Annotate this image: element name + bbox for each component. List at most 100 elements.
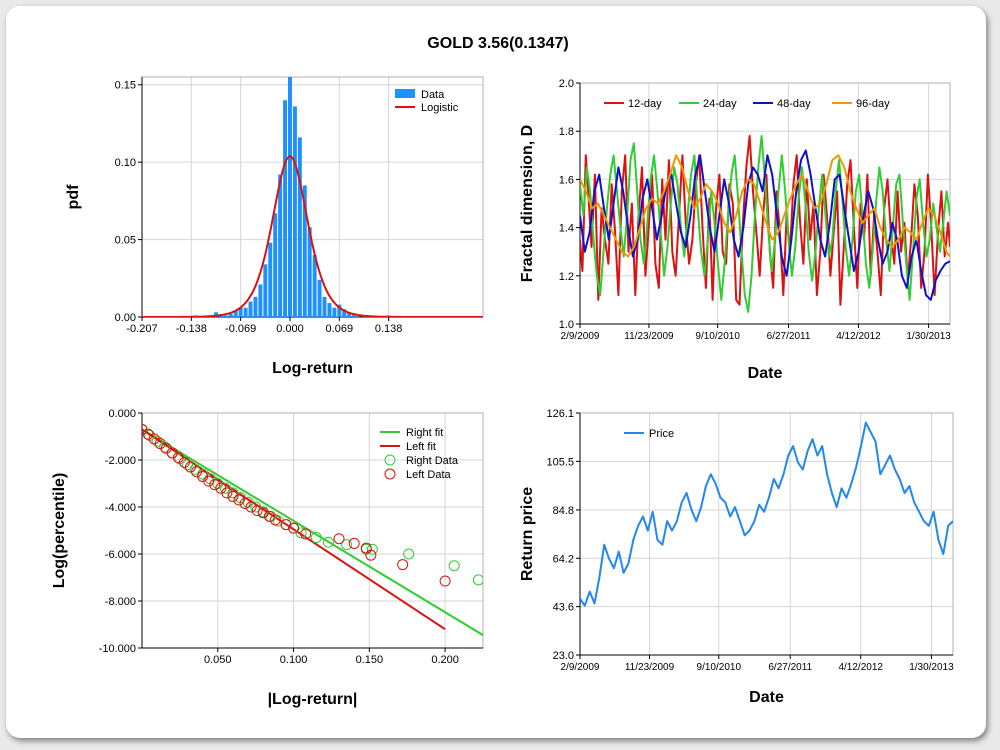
histogram-bar — [322, 296, 327, 317]
legend-label-left-data: Left Data — [406, 469, 452, 481]
x-axis-label: Log-return — [272, 360, 353, 377]
x-tick-label: 0.100 — [280, 654, 308, 666]
left-data-point — [288, 522, 300, 534]
x-tick-label: 11/23/2009 — [625, 662, 675, 673]
histogram-bar — [214, 312, 218, 317]
left-data-point — [439, 575, 451, 587]
y-tick-label: 2.0 — [559, 78, 574, 90]
right-data-point — [448, 560, 460, 572]
histogram-bar — [327, 303, 332, 317]
left-data-point — [280, 519, 292, 531]
histogram-bar — [233, 310, 238, 317]
right-data-point — [366, 543, 378, 555]
x-tick-label: 6/27/2011 — [767, 331, 811, 342]
y-tick-label: 1.6 — [559, 174, 574, 186]
x-tick-label: 0.000 — [276, 323, 304, 335]
x-tick-label: 0.050 — [204, 654, 232, 666]
tail-fit-chart: 0.050 0.100 0.150 0.200 0.000 -2.000 -4.000 -6.… — [51, 408, 484, 708]
histogram-bar — [273, 213, 278, 317]
y-tick-label: -4.000 — [105, 502, 136, 514]
x-tick-label: -0.138 — [176, 323, 207, 335]
tail-marks — [142, 423, 483, 636]
series-line-48-day — [580, 149, 950, 301]
series-line-12-day — [580, 135, 950, 306]
x-tick-label: 9/10/2010 — [695, 331, 740, 342]
left-data-point — [263, 510, 275, 522]
histogram-bar — [297, 137, 302, 317]
x-tick-label: 4/12/2012 — [838, 662, 883, 673]
left-data-point — [269, 514, 281, 526]
histogram-bar — [352, 313, 357, 317]
x-axis-label: Date — [748, 365, 783, 382]
histogram-bar — [332, 307, 337, 317]
histogram-bar — [223, 315, 228, 317]
histogram-bar — [292, 106, 297, 317]
figure-card: GOLD 3.56(0.1347) -0.207 -0.138 -0.069 0.00… — [6, 6, 986, 738]
histogram-bar — [307, 227, 312, 317]
y-tick-label: -6.000 — [105, 549, 136, 561]
y-tick-label: 1.8 — [559, 126, 574, 138]
pdf-histogram-chart: -0.207 -0.138 -0.069 0.000 0.069 0.138 0.00 0.0… — [65, 76, 484, 377]
legend-label-12-day: 12-day — [628, 98, 662, 110]
right-data-point — [322, 536, 334, 548]
left-data-point — [233, 494, 245, 506]
y-axis-label: Return price — [519, 487, 536, 581]
left-data-point — [365, 549, 377, 561]
x-axis-label: |Log-return| — [268, 691, 358, 708]
right-fit-line — [142, 428, 483, 636]
x-tick-label: 0.200 — [431, 654, 459, 666]
legend-label-price: Price — [649, 428, 674, 440]
histogram-bar — [238, 307, 243, 317]
left-data-point — [300, 528, 312, 540]
y-axis-label: Fractal dimension, D — [519, 125, 536, 282]
x-tick-label: 0.150 — [356, 654, 384, 666]
histogram-bar — [243, 307, 248, 317]
y-tick-label: 0.000 — [108, 408, 136, 420]
y-tick-label: 1.0 — [559, 319, 574, 331]
return-price-chart: 2/9/2009 11/23/2009 9/10/2010 6/27/2011 4/12… — [519, 408, 954, 706]
right-data-point — [197, 468, 209, 480]
x-tick-label: 0.138 — [375, 323, 403, 335]
logistic-fit-line — [142, 155, 483, 317]
y-tick-label: 1.2 — [559, 271, 574, 283]
y-tick-label: 105.5 — [546, 456, 574, 468]
histogram-bar — [302, 185, 307, 317]
left-data-point — [245, 501, 257, 513]
x-tick-label: 1/30/2013 — [909, 662, 954, 673]
legend-label-48-day: 48-day — [777, 98, 811, 110]
left-data-point — [221, 487, 233, 499]
x-tick-label: -0.069 — [225, 323, 256, 335]
right-data-point — [472, 574, 483, 586]
y-axis-label: Log(percentile) — [51, 473, 68, 589]
series-line-96-day — [580, 154, 950, 258]
left-data-point — [209, 479, 221, 491]
histogram-bar — [268, 242, 273, 317]
price-lines — [580, 421, 953, 607]
y-tick-label: 23.0 — [553, 650, 574, 662]
right-data-point — [341, 539, 353, 551]
histogram-bar — [228, 313, 233, 317]
left-data-point — [333, 533, 345, 545]
x-axis-label: Date — [749, 689, 784, 706]
legend-label-logistic: Logistic — [421, 102, 459, 114]
y-tick-label: -8.000 — [105, 596, 136, 608]
y-tick-label: 0.00 — [115, 312, 136, 324]
left-data-point — [203, 475, 215, 487]
y-tick-label: 0.15 — [115, 80, 136, 92]
right-data-point — [403, 548, 415, 560]
x-tick-label: 9/10/2010 — [697, 662, 742, 673]
fractal-lines — [580, 135, 950, 313]
y-tick-label: -10.000 — [99, 643, 136, 655]
y-tick-label: 64.2 — [553, 553, 574, 565]
y-tick-label: 43.6 — [553, 602, 574, 614]
histogram-bar — [263, 264, 268, 317]
histogram-bar — [337, 304, 342, 317]
right-data-point — [310, 532, 322, 544]
legend-label-96-day: 96-day — [856, 98, 890, 110]
histogram-bar — [248, 301, 253, 317]
legend-swatch-right-data — [384, 454, 396, 466]
pdf-bars — [142, 77, 483, 317]
histogram-bar — [278, 174, 283, 317]
x-tick-label: 11/23/2009 — [624, 331, 674, 342]
histogram-bar — [317, 279, 322, 317]
